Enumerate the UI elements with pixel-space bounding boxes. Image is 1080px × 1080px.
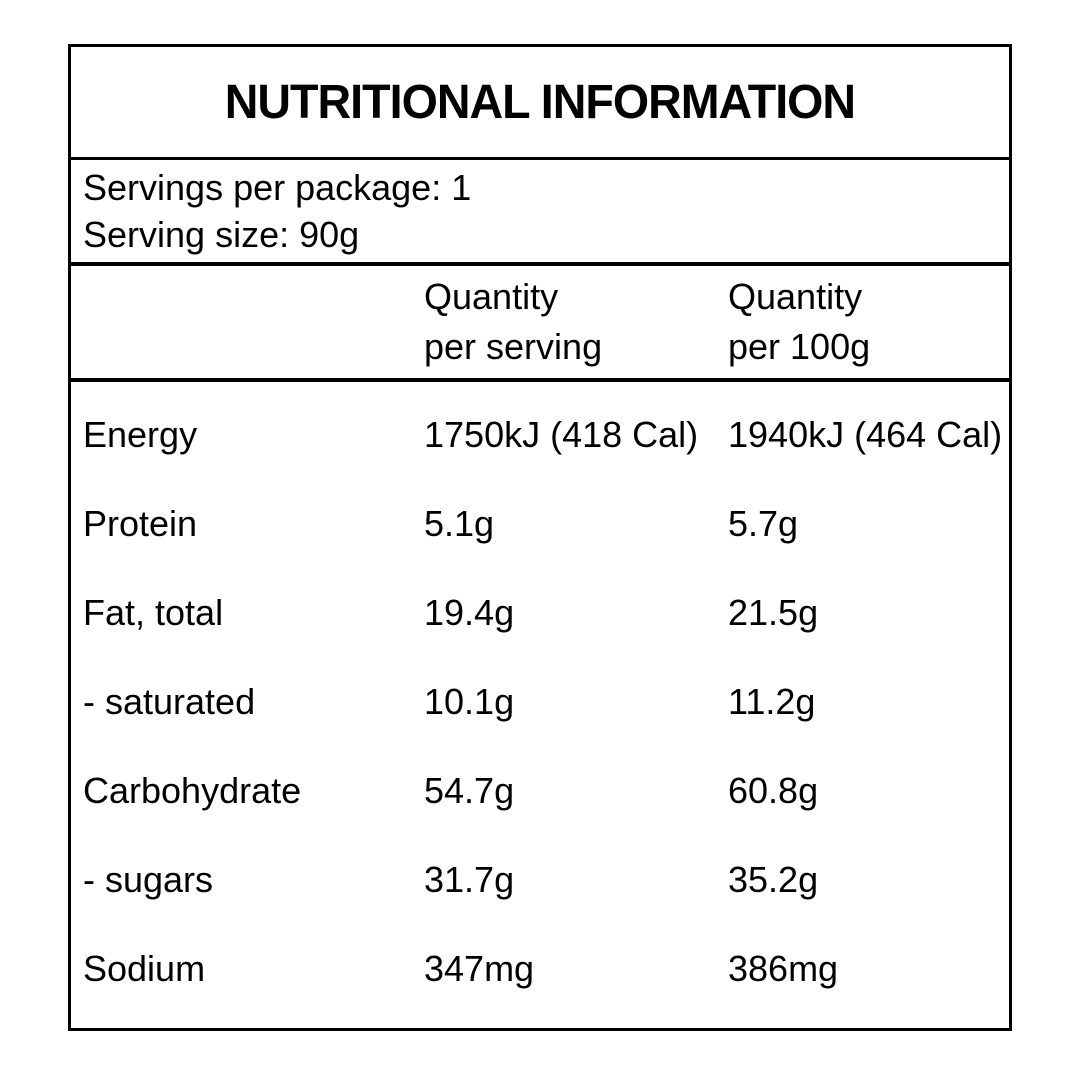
quantity-per-100g: 1940kJ (464 Cal) bbox=[728, 413, 1003, 455]
quantity-per-serving: 31.7g bbox=[424, 858, 515, 900]
quantity-per-serving: 54.7g bbox=[424, 769, 515, 811]
nutrient-name: Carbohydrate bbox=[83, 769, 302, 811]
nutrient-name: Fat, total bbox=[83, 591, 224, 633]
quantity-per-serving: 347mg bbox=[424, 947, 535, 989]
quantity-per-100g: 60.8g bbox=[728, 769, 819, 811]
page-title: NUTRITIONAL INFORMATION bbox=[224, 75, 856, 129]
nutrient-name: - sugars bbox=[83, 858, 214, 900]
nutrition-label-box: NUTRITIONAL INFORMATION Servings per pac… bbox=[68, 44, 1012, 1031]
quantity-per-serving: 5.1g bbox=[424, 502, 495, 544]
table-row-saturated: - saturated 10.1g 11.2g bbox=[71, 657, 1009, 746]
serving-info-section: Servings per package: 1 Serving size: 90… bbox=[71, 160, 1009, 266]
nutrient-table-body: Energy 1750kJ (418 Cal) 1940kJ (464 Cal)… bbox=[71, 382, 1009, 1028]
quantity-per-100g: 5.7g bbox=[728, 502, 799, 544]
table-row-sodium: Sodium 347mg 386mg bbox=[71, 924, 1009, 1013]
column-header-line: per serving bbox=[424, 326, 603, 367]
column-header-line: Quantity bbox=[424, 276, 559, 317]
nutrient-name: Protein bbox=[83, 502, 198, 544]
table-row-protein: Protein 5.1g 5.7g bbox=[71, 479, 1009, 568]
column-header-per-serving: Quantity per serving bbox=[424, 272, 728, 372]
title-section: NUTRITIONAL INFORMATION bbox=[71, 47, 1009, 160]
quantity-per-100g: 35.2g bbox=[728, 858, 819, 900]
quantity-per-serving: 1750kJ (418 Cal) bbox=[424, 413, 699, 455]
quantity-per-serving: 19.4g bbox=[424, 591, 515, 633]
nutrient-name: - saturated bbox=[83, 680, 256, 722]
nutrient-name: Sodium bbox=[83, 947, 206, 989]
column-header-line: per 100g bbox=[728, 326, 871, 367]
table-row-carbohydrate: Carbohydrate 54.7g 60.8g bbox=[71, 746, 1009, 835]
nutrient-name: Energy bbox=[83, 413, 198, 455]
column-header-per-100g: Quantity per 100g bbox=[728, 272, 1009, 372]
servings-per-package: Servings per package: 1 bbox=[83, 167, 472, 208]
column-header-line: Quantity bbox=[728, 276, 863, 317]
column-header-row: Quantity per serving Quantity per 100g bbox=[71, 266, 1009, 382]
quantity-per-100g: 386mg bbox=[728, 947, 839, 989]
quantity-per-serving: 10.1g bbox=[424, 680, 515, 722]
table-row-sugars: - sugars 31.7g 35.2g bbox=[71, 835, 1009, 924]
table-row-energy: Energy 1750kJ (418 Cal) 1940kJ (464 Cal) bbox=[71, 390, 1009, 479]
quantity-per-100g: 11.2g bbox=[728, 680, 816, 722]
quantity-per-100g: 21.5g bbox=[728, 591, 819, 633]
table-row-fat-total: Fat, total 19.4g 21.5g bbox=[71, 568, 1009, 657]
serving-size: Serving size: 90g bbox=[83, 214, 360, 255]
